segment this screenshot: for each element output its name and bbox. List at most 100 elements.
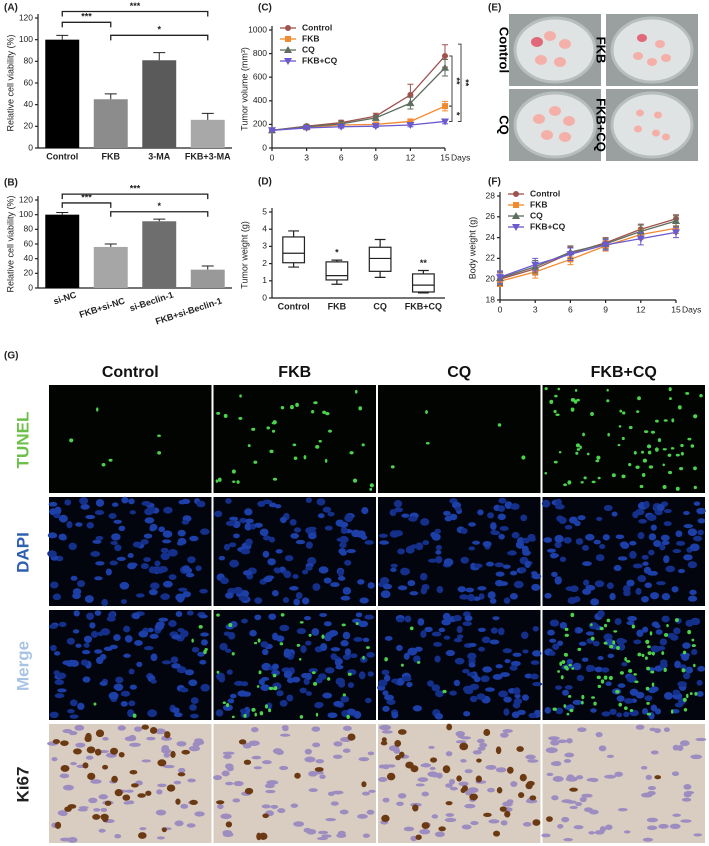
nucleus (458, 781, 469, 787)
nucleus (693, 833, 703, 837)
nucleus (168, 620, 177, 628)
nucleus (162, 580, 173, 588)
nucleus (427, 680, 434, 687)
apoptotic-cell (619, 671, 624, 675)
nucleus (599, 543, 606, 550)
nucleus (646, 817, 659, 823)
nucleus (455, 740, 467, 744)
nucleus (86, 521, 94, 529)
ki67-cell (460, 787, 466, 794)
apoptotic-cell (251, 427, 256, 431)
x-tick-label: FKB+3-MA (185, 151, 231, 161)
y-tick-label: 22 (486, 253, 496, 263)
nucleus (103, 646, 113, 652)
apoptotic-cell (693, 663, 696, 668)
nucleus (563, 536, 572, 544)
nucleus (220, 577, 229, 585)
significance-bracket (449, 55, 453, 107)
nucleus (378, 777, 388, 783)
apoptotic-cell (687, 437, 692, 441)
ki67-cell (141, 724, 149, 730)
ki67-cell (430, 757, 438, 763)
ki67-cell (122, 794, 131, 801)
bar (93, 99, 128, 148)
apoptotic-cell (216, 613, 220, 617)
y-tick-label: 80 (24, 224, 34, 234)
apoptotic-cell (690, 444, 695, 448)
nucleus (86, 612, 95, 621)
ki67-cell (469, 793, 478, 801)
nucleus (656, 503, 665, 512)
nucleus (268, 613, 277, 620)
nucleus (331, 790, 344, 795)
ki67-cell (459, 742, 469, 751)
apoptotic-cell (687, 629, 692, 635)
apoptotic-cell (618, 702, 623, 707)
y-tick-label: 28 (486, 190, 496, 200)
apoptotic-cell (236, 480, 240, 484)
nucleus (94, 509, 105, 516)
nucleus (594, 580, 605, 588)
nucleus (132, 612, 141, 620)
nucleus (119, 581, 130, 590)
dish (610, 91, 694, 159)
nucleus (517, 709, 526, 715)
ki67-cell (442, 765, 451, 774)
nucleus (362, 637, 370, 643)
nucleus (681, 797, 692, 802)
apoptotic-cell (586, 452, 590, 456)
apoptotic-cell (311, 671, 316, 675)
nucleus (503, 696, 512, 703)
nucleus (75, 522, 83, 527)
apoptotic-cell (596, 675, 601, 680)
apoptotic-cell (251, 707, 256, 712)
nucleus (57, 810, 67, 816)
nucleus (121, 496, 129, 504)
nucleus (261, 676, 270, 681)
ki67-cell (92, 813, 101, 820)
nucleus (659, 543, 666, 551)
error-bar (201, 265, 214, 270)
nucleus (488, 819, 500, 824)
nucleus (641, 707, 649, 715)
nucleus (149, 526, 156, 532)
nucleus (530, 673, 539, 680)
group-label: CQ (497, 115, 512, 135)
legend-label: FKB+CQ (530, 221, 566, 231)
apoptotic-cell (682, 650, 687, 655)
nucleus (456, 625, 463, 634)
nucleus (339, 542, 347, 549)
nucleus (635, 508, 645, 516)
nucleus (636, 629, 644, 637)
nucleus (559, 556, 567, 563)
nucleus (94, 576, 103, 581)
nucleus (431, 631, 442, 637)
nucleus (672, 813, 681, 817)
apoptotic-cell (662, 484, 667, 489)
nucleus (467, 652, 477, 660)
apoptotic-cell (604, 623, 608, 628)
apoptotic-cell (591, 480, 596, 484)
nucleus (453, 614, 462, 622)
apoptotic-cell (328, 429, 332, 433)
ki67-cell (110, 747, 119, 755)
nucleus (311, 628, 320, 636)
nucleus (283, 670, 293, 679)
nucleus (413, 655, 421, 663)
x-tick-label: 3-MA (148, 151, 170, 161)
nucleus (91, 630, 99, 638)
nucleus (687, 595, 698, 602)
apoptotic-cell (266, 426, 271, 430)
nucleus (449, 513, 458, 521)
apoptotic-cell (549, 399, 554, 404)
apoptotic-cell (247, 444, 251, 447)
nucleus (579, 796, 587, 803)
y-tick-label: 0 (28, 142, 33, 152)
tile (49, 385, 212, 493)
nucleus (226, 766, 234, 772)
nucleus (547, 629, 555, 636)
nucleus (419, 572, 428, 581)
nucleus (521, 631, 529, 640)
apoptotic-cell (663, 633, 669, 637)
ki67-cell (410, 765, 419, 773)
